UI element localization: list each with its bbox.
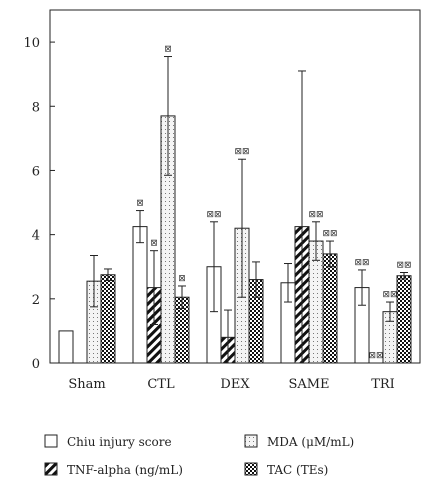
- bars: [58, 56, 412, 364]
- x-category-label: Sham: [68, 377, 105, 392]
- x-category-label: SAME: [288, 377, 329, 392]
- significance-marker: ⊠⊠: [368, 351, 383, 361]
- bar: [100, 274, 116, 364]
- significance-marker: ⊠⊠: [206, 210, 221, 220]
- significance-marker: ⊠: [150, 239, 158, 249]
- legend-swatch: [44, 434, 58, 448]
- significance-marker: ⊠: [136, 199, 144, 209]
- significance-marker: ⊠: [178, 274, 186, 284]
- significance-marker: ⊠⊠: [354, 258, 369, 268]
- significance-marker: ⊠⊠: [234, 147, 249, 157]
- y-tick-label: 6: [32, 164, 40, 179]
- legend-swatch: [244, 462, 258, 476]
- legend: Chiu injury score MDA (μM/mL) TNF-alpha (n…: [44, 434, 354, 477]
- legend-label: Chiu injury score: [67, 435, 172, 449]
- significance-marker: ⊠⊠: [322, 229, 337, 239]
- significance-marker: ⊠⊠: [308, 210, 323, 220]
- significance-marker: ⊠⊠: [382, 290, 397, 300]
- bar: [58, 330, 74, 364]
- y-tick-label: 0: [32, 357, 40, 372]
- legend-label: TNF-alpha (ng/mL): [67, 463, 183, 477]
- bar: [396, 275, 412, 364]
- y-tick-label: 8: [32, 100, 40, 115]
- y-tick-label: 4: [32, 229, 40, 244]
- bar: [322, 253, 338, 364]
- legend-label: MDA (μM/mL): [267, 435, 354, 449]
- x-category-label: DEX: [220, 377, 250, 392]
- y-tick-label: 10: [23, 36, 40, 51]
- significance-marker: ⊠⊠: [396, 261, 411, 271]
- y-tick-label: 2: [32, 293, 40, 308]
- bar: [132, 226, 148, 364]
- legend-swatch: [244, 434, 258, 448]
- legend-label: TAC (TEs): [267, 463, 328, 477]
- legend-swatch: [44, 462, 58, 476]
- x-category-label: TRI: [371, 377, 395, 392]
- x-category-label: CTL: [147, 377, 175, 392]
- significance-marker: ⊠: [164, 45, 172, 55]
